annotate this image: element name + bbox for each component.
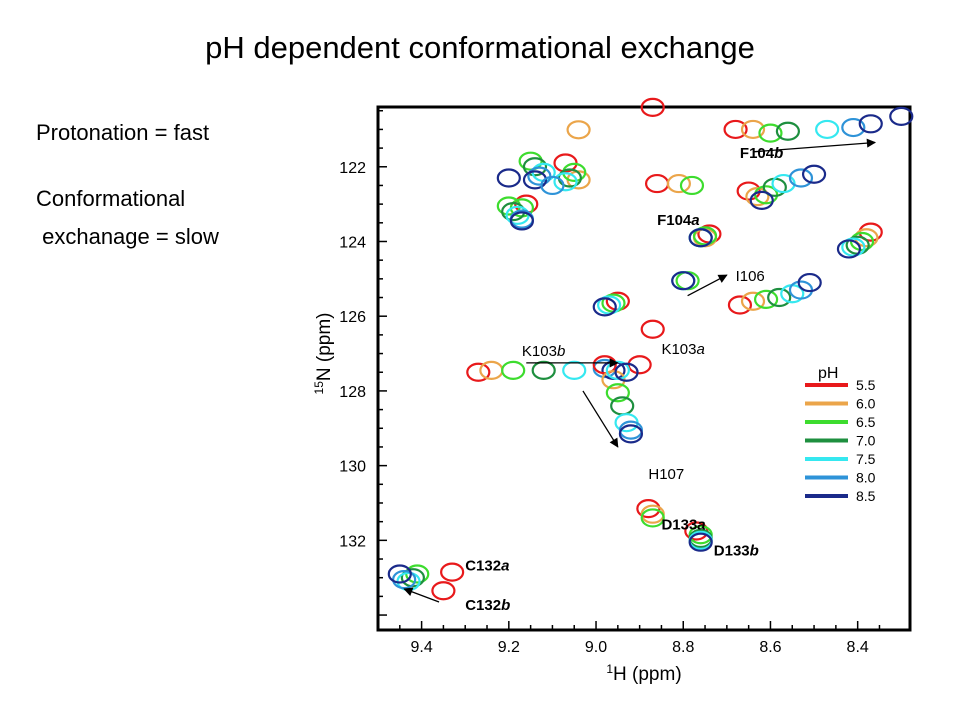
peak-point xyxy=(767,287,792,308)
peak-label: K103a xyxy=(661,341,704,358)
peak-point xyxy=(889,106,914,126)
peak-point xyxy=(640,97,665,117)
peak-point xyxy=(749,190,774,210)
peak-point xyxy=(618,424,644,444)
x-tick-label: 8.6 xyxy=(759,639,781,656)
peak-point xyxy=(644,173,670,194)
peak-point xyxy=(640,508,665,528)
peak-point xyxy=(801,164,827,184)
peak-point xyxy=(562,360,587,380)
peak-label: C132b xyxy=(465,597,510,614)
legend-label: 6.0 xyxy=(856,396,876,412)
peak-point xyxy=(496,168,521,188)
peak-point xyxy=(815,119,840,140)
legend-label: 7.0 xyxy=(856,433,876,449)
y-tick-label: 130 xyxy=(339,459,366,476)
y-tick-label: 122 xyxy=(339,160,366,177)
shift-arrow xyxy=(403,587,440,603)
peak-label: F104a xyxy=(657,212,700,229)
peak-point xyxy=(797,272,822,293)
peak-point xyxy=(566,120,591,140)
y-tick-label: 126 xyxy=(339,309,366,326)
peak-point xyxy=(740,119,766,140)
peak-point xyxy=(841,237,866,257)
peak-point xyxy=(740,291,766,311)
peak-point xyxy=(531,360,556,380)
peak-point xyxy=(692,226,718,246)
peak-point xyxy=(614,362,639,382)
peak-point xyxy=(788,168,814,188)
peak-point xyxy=(597,295,622,315)
peak-point xyxy=(640,504,665,524)
shift-arrow xyxy=(687,274,728,297)
peak-point xyxy=(431,581,456,601)
peak-point xyxy=(858,114,883,134)
peak-point xyxy=(671,271,696,291)
peak-point xyxy=(527,166,552,186)
peak-point xyxy=(771,173,796,194)
peak-point xyxy=(753,289,779,309)
peak-point xyxy=(688,532,713,552)
peak-label: C132a xyxy=(465,558,509,575)
peak-point xyxy=(466,362,491,382)
peak-point xyxy=(666,173,691,194)
y-tick-label: 124 xyxy=(339,234,366,251)
peak-label: H107 xyxy=(648,466,684,483)
peak-label: D133a xyxy=(661,517,705,534)
peak-point xyxy=(688,228,713,248)
y-tick-label: 132 xyxy=(339,533,366,550)
x-tick-label: 9.4 xyxy=(410,639,432,656)
legend-label: 7.5 xyxy=(856,451,876,467)
legend-title: pH xyxy=(818,365,838,382)
peak-point xyxy=(775,121,801,141)
legend-label: 6.5 xyxy=(856,414,876,430)
x-tick-label: 8.8 xyxy=(672,639,694,656)
note-exchange: exchanage = slow xyxy=(36,224,219,249)
x-tick-label: 8.4 xyxy=(847,639,869,656)
note-protonation: Protonation = fast xyxy=(36,120,210,145)
peak-point xyxy=(836,239,862,259)
legend-label: 8.5 xyxy=(856,488,876,504)
shift-arrow xyxy=(752,138,877,153)
peak-label: F104b xyxy=(740,145,783,162)
note-conformational: Conformational xyxy=(36,186,186,211)
peak-point xyxy=(509,211,535,231)
x-tick-label: 9.0 xyxy=(585,639,607,656)
peak-point xyxy=(522,157,548,177)
peak-label: D133b xyxy=(714,543,759,560)
peak-point xyxy=(479,360,504,380)
plot-frame xyxy=(376,105,912,632)
x-tick-label: 9.2 xyxy=(498,639,520,656)
peak-label: I106 xyxy=(736,268,765,285)
y-tick-label: 128 xyxy=(339,384,366,401)
peak-point xyxy=(387,564,412,584)
peak-point xyxy=(540,175,565,196)
peak-point xyxy=(605,383,630,403)
peak-point xyxy=(758,123,783,143)
peak-point xyxy=(640,319,665,339)
peak-point xyxy=(679,175,705,196)
peak-point xyxy=(553,172,578,192)
peak-point xyxy=(501,360,526,380)
y-axis-label: 15N (ppm) xyxy=(312,313,335,395)
peak-point xyxy=(522,170,548,190)
peak-point xyxy=(727,295,753,315)
peak-point xyxy=(723,119,748,140)
page-title: pH dependent conformational exchange xyxy=(205,30,755,65)
peak-point xyxy=(592,297,617,317)
peak-label: K103b xyxy=(522,343,565,360)
legend-label: 8.0 xyxy=(856,470,876,486)
shift-arrow xyxy=(582,390,619,448)
peak-point xyxy=(841,117,866,138)
x-axis-label: 1H (ppm) xyxy=(606,662,681,685)
peak-point xyxy=(440,562,465,582)
legend-label: 5.5 xyxy=(856,377,876,393)
